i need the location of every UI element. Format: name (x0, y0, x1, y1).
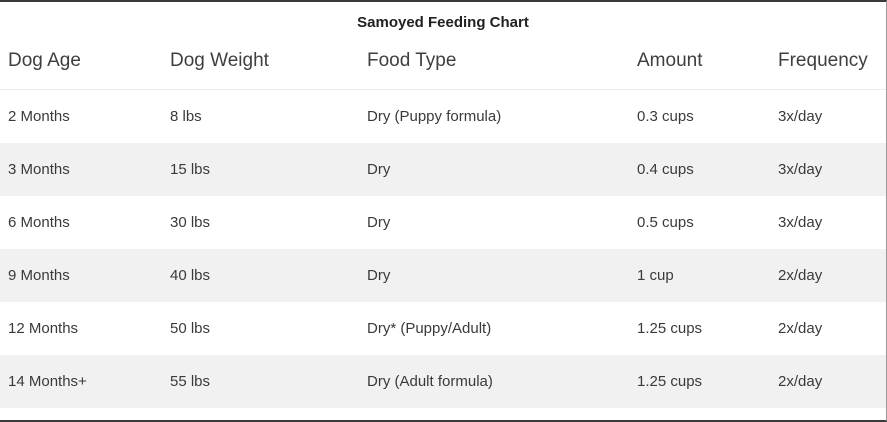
table-cell: 0.4 cups (637, 161, 694, 178)
table-cell: Dry* (Puppy/Adult) (367, 320, 492, 337)
table-body: 2 Months 8 lbs Dry (Puppy formula) 0.3 cups… (0, 89, 886, 408)
page-title: Samoyed Feeding Chart (357, 14, 529, 31)
table-cell: Dry (367, 267, 391, 284)
table-cell: 30 lbs (170, 214, 211, 231)
table-cell: 3x/day (778, 161, 823, 178)
table-row: 9 Months 40 lbs Dry 1 cup 2x/day (0, 249, 886, 302)
table-cell: Dry (367, 161, 391, 178)
table-cell: 40 lbs (170, 267, 211, 284)
table-cell: 9 Months (8, 267, 70, 284)
table-cell: 1 cup (637, 267, 674, 284)
column-header: Frequency (778, 32, 886, 90)
table-cell: Dry (Puppy formula) (367, 108, 502, 125)
column-header: Amount (637, 32, 778, 90)
table-cell: 0.5 cups (637, 214, 694, 231)
table-cell: 6 Months (8, 214, 70, 231)
table-cell: 2x/day (778, 373, 823, 390)
table-cell: Dry (367, 214, 391, 231)
table-row: 12 Months 50 lbs Dry* (Puppy/Adult) 1.25 cu… (0, 302, 886, 355)
table-cell: 3 Months (8, 161, 70, 178)
table-cell: 2x/day (778, 320, 823, 337)
table-header-row: Dog Age Dog Weight Food Type Amount Frequenc… (0, 32, 886, 90)
table-cell: 1.25 cups (637, 373, 703, 390)
table-row: 14 Months+ 55 lbs Dry (Adult formula) 1.25 … (0, 355, 886, 408)
table-cell: 50 lbs (170, 320, 211, 337)
table-cell: 8 lbs (170, 108, 202, 125)
table-cell: 1.25 cups (637, 320, 703, 337)
table-row: 3 Months 15 lbs Dry 0.4 cups 3x/day (0, 143, 886, 196)
table-cell: 12 Months (8, 320, 79, 337)
table-cell: Dry (Adult formula) (367, 373, 493, 390)
table-cell: 15 lbs (170, 161, 211, 178)
table-cell: 2x/day (778, 267, 823, 284)
table-row: 2 Months 8 lbs Dry (Puppy formula) 0.3 cups… (0, 89, 886, 143)
feeding-table: Dog Age Dog Weight Food Type Amount Frequenc… (0, 32, 886, 408)
column-header: Dog Age (0, 32, 170, 90)
table-cell: 14 Months+ (8, 373, 87, 390)
table-cell: 3x/day (778, 214, 823, 231)
table-header: Dog Age Dog Weight Food Type Amount Frequenc… (0, 32, 886, 90)
table-cell: 55 lbs (170, 373, 211, 390)
table-cell: 3x/day (778, 108, 823, 125)
column-header: Food Type (367, 32, 637, 90)
table-cell: 0.3 cups (637, 108, 694, 125)
table-cell: 2 Months (8, 108, 70, 125)
table-row: 6 Months 30 lbs Dry 0.5 cups 3x/day (0, 196, 886, 249)
column-header: Dog Weight (170, 32, 367, 90)
